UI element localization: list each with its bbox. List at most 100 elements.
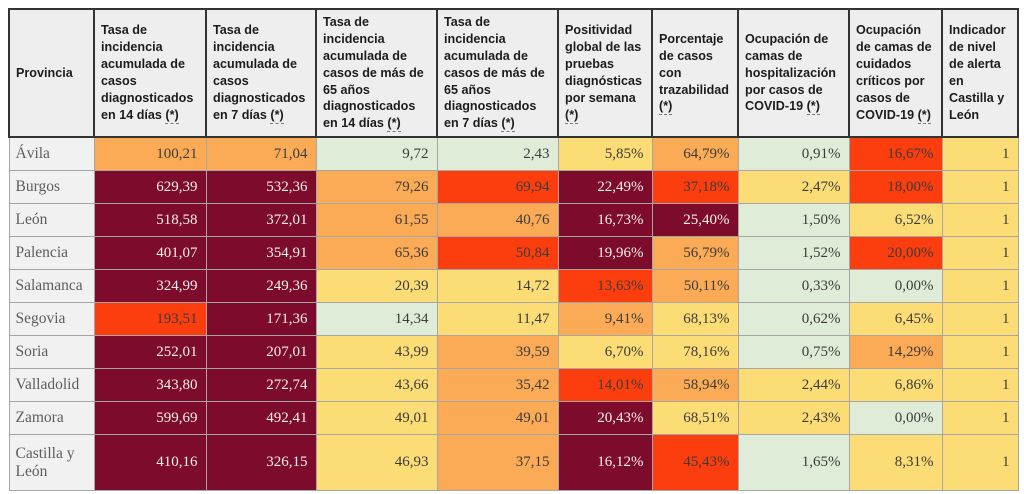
value-cell: 19,96% (557, 236, 653, 271)
value-cell: 249,36 (205, 269, 317, 304)
footnote-marker[interactable]: (*) (165, 107, 179, 124)
value-cell: 518,58 (93, 203, 207, 238)
value-cell: 40,76 (436, 203, 559, 238)
column-header-incidencia-65-7d: Tasa de incidencia acumulada de casos de… (436, 7, 559, 139)
footnote-marker[interactable]: (*) (501, 116, 515, 133)
header-row: Provincia Tasa de incidencia acumulada d… (8, 7, 1019, 139)
value-cell: 532,36 (205, 170, 317, 205)
value-cell: 68,51% (651, 401, 739, 436)
table-row: Salamanca 324,99 249,36 20,39 14,72 13,63% 50,… (8, 269, 1019, 304)
value-cell: 410,16 (93, 434, 207, 492)
value-cell: 14,72 (436, 269, 559, 304)
value-cell: 6,86% (848, 368, 943, 403)
value-cell: 326,15 (205, 434, 317, 492)
value-cell: 343,80 (93, 368, 207, 403)
column-header-trazabilidad: Porcentaje de casos con trazabilidad (*) (651, 7, 739, 139)
province-cell: Valladolid (8, 368, 95, 403)
table-header: Provincia Tasa de incidencia acumulada d… (8, 7, 1019, 139)
province-cell: León (8, 203, 95, 238)
value-cell: 35,42 (436, 368, 559, 403)
header-label: Tasa de incidencia acumulada de casos di… (101, 23, 194, 122)
value-cell: 71,04 (205, 136, 317, 172)
value-cell: 8,31% (848, 434, 943, 492)
header-label: Provincia (16, 65, 73, 80)
value-cell: 372,01 (205, 203, 317, 238)
table-row: Valladolid 343,80 272,74 43,66 35,42 14,01% 58… (8, 368, 1019, 403)
footnote-marker[interactable]: (*) (565, 107, 579, 124)
value-cell: 354,91 (205, 236, 317, 271)
value-cell: 171,36 (205, 302, 317, 337)
province-cell: Zamora (8, 401, 95, 436)
value-cell: 0,33% (737, 269, 850, 304)
alert-level-cell: 1 (941, 269, 1019, 304)
value-cell: 252,01 (93, 335, 207, 370)
value-cell: 20,00% (848, 236, 943, 271)
value-cell: 65,36 (315, 236, 438, 271)
value-cell: 20,39 (315, 269, 438, 304)
value-cell: 2,47% (737, 170, 850, 205)
footnote-marker[interactable]: (*) (917, 107, 931, 124)
value-cell: 39,59 (436, 335, 559, 370)
value-cell: 9,41% (557, 302, 653, 337)
value-cell: 18,00% (848, 170, 943, 205)
footnote-marker[interactable]: (*) (270, 107, 284, 124)
column-header-incidencia-65-14d: Tasa de incidencia acumulada de casos de… (315, 7, 438, 139)
value-cell: 20,43% (557, 401, 653, 436)
table-row: Castilla y León 410,16 326,15 46,93 37,15 16,… (8, 434, 1019, 492)
value-cell: 6,52% (848, 203, 943, 238)
risk-indicators-table: Provincia Tasa de incidencia acumulada d… (8, 7, 1019, 492)
value-cell: 43,99 (315, 335, 438, 370)
header-label: Ocupación de camas de cuidados críticos … (856, 23, 932, 122)
province-cell: Soria (8, 335, 95, 370)
value-cell: 37,15 (436, 434, 559, 492)
value-cell: 14,29% (848, 335, 943, 370)
value-cell: 401,07 (93, 236, 207, 271)
footnote-marker[interactable]: (*) (387, 116, 401, 133)
alert-level-cell: 1 (941, 170, 1019, 205)
value-cell: 58,94% (651, 368, 739, 403)
value-cell: 272,74 (205, 368, 317, 403)
value-cell: 14,34 (315, 302, 438, 337)
table-row: Segovia 193,51 171,36 14,34 11,47 9,41% 68,13%… (8, 302, 1019, 337)
header-label: Tasa de incidencia acumulada de casos de… (444, 15, 545, 131)
value-cell: 2,44% (737, 368, 850, 403)
column-header-incidencia-14d: Tasa de incidencia acumulada de casos di… (93, 7, 207, 139)
value-cell: 50,84 (436, 236, 559, 271)
value-cell: 16,73% (557, 203, 653, 238)
value-cell: 492,41 (205, 401, 317, 436)
value-cell: 79,26 (315, 170, 438, 205)
table-row: Palencia 401,07 354,91 65,36 50,84 19,96% 56,7… (8, 236, 1019, 271)
header-label: Indicador de nivel de alerta en Castilla… (949, 23, 1006, 122)
value-cell: 0,00% (848, 269, 943, 304)
footnote-marker[interactable]: (*) (806, 99, 820, 116)
value-cell: 16,12% (557, 434, 653, 492)
column-header-provincia: Provincia (8, 7, 95, 139)
value-cell: 629,39 (93, 170, 207, 205)
value-cell: 2,43% (737, 401, 850, 436)
table-body: Ávila 100,21 71,04 9,72 2,43 5,85% 64,79% 0,91%… (8, 136, 1019, 492)
value-cell: 0,00% (848, 401, 943, 436)
alert-level-cell: 1 (941, 401, 1019, 436)
value-cell: 100,21 (93, 136, 207, 172)
footnote-marker[interactable]: (*) (659, 99, 673, 116)
value-cell: 68,13% (651, 302, 739, 337)
value-cell: 43,66 (315, 368, 438, 403)
value-cell: 0,75% (737, 335, 850, 370)
alert-level-cell: 1 (941, 203, 1019, 238)
alert-level-cell: 1 (941, 302, 1019, 337)
value-cell: 64,79% (651, 136, 739, 172)
value-cell: 207,01 (205, 335, 317, 370)
value-cell: 11,47 (436, 302, 559, 337)
value-cell: 6,45% (848, 302, 943, 337)
value-cell: 9,72 (315, 136, 438, 172)
alert-level-cell: 1 (941, 236, 1019, 271)
table-row: Burgos 629,39 532,36 79,26 69,94 22,49% 37,18%… (8, 170, 1019, 205)
value-cell: 0,91% (737, 136, 850, 172)
alert-level-cell: 1 (941, 434, 1019, 492)
value-cell: 2,43 (436, 136, 559, 172)
value-cell: 78,16% (651, 335, 739, 370)
province-cell: Palencia (8, 236, 95, 271)
table-row: Soria 252,01 207,01 43,99 39,59 6,70% 78,16% 0,… (8, 335, 1019, 370)
value-cell: 22,49% (557, 170, 653, 205)
